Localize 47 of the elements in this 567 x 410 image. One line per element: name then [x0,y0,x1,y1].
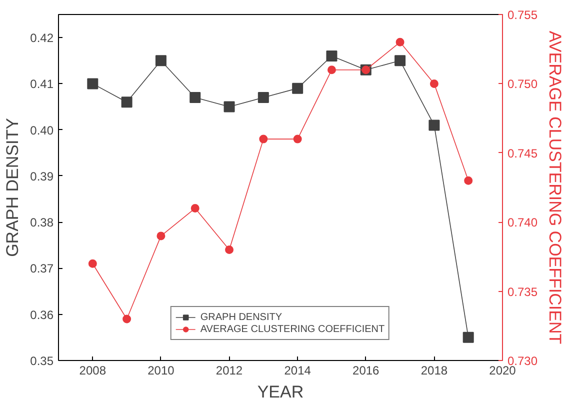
y-axis-title: GRAPH DENSITY [3,118,22,257]
point [121,96,132,108]
point [293,134,302,144]
x-tick-label: 2018 [420,364,448,378]
y2-tick-label: 0.745 [508,146,538,160]
point [428,120,440,131]
point [462,332,474,343]
y-tick-label: 0.39 [30,169,54,184]
point [87,78,98,90]
x-tick-label: 2020 [489,364,516,378]
y-tick-label: 0.38 [30,216,54,230]
y-tick-label: 0.35 [30,354,54,368]
x-tick-label: 2016 [352,364,380,378]
point [394,55,406,66]
y-tick-label: 0.37 [30,262,54,276]
point [430,79,438,88]
point [292,82,304,94]
point [224,101,235,112]
x-tick-label: 2010 [148,364,175,378]
point [122,314,132,324]
point [396,38,404,46]
point [190,92,201,104]
point [326,50,338,62]
legend-label: GRAPH DENSITY [200,311,282,323]
y-tick-label: 0.41 [30,77,54,92]
x-tick-label: 2008 [79,364,106,378]
point [88,259,97,268]
point [225,246,234,254]
x-axis-title: YEAR [257,382,304,402]
point [156,232,166,240]
y-tick-label: 0.42 [30,31,54,46]
y2-axis-title: AVERAGE CLUSTERING COEFFICIENT [546,30,565,344]
point [259,134,268,144]
x-tick-label: 2012 [216,364,243,378]
y2-tick-label: 0.735 [508,284,538,299]
y-tick-label: 0.40 [30,123,54,138]
point [155,55,166,66]
y2-tick-label: 0.750 [508,77,538,92]
y2-tick-label: 0.740 [508,216,538,230]
point [327,66,336,74]
y-tick-label: 0.36 [30,308,54,322]
y2-tick-label: 0.755 [508,8,538,22]
point [190,204,200,213]
point [258,92,269,104]
x-tick-label: 2014 [284,364,312,378]
legend-label: AVERAGE CLUSTERING COEFFICIENT [200,323,385,335]
point [464,176,473,185]
